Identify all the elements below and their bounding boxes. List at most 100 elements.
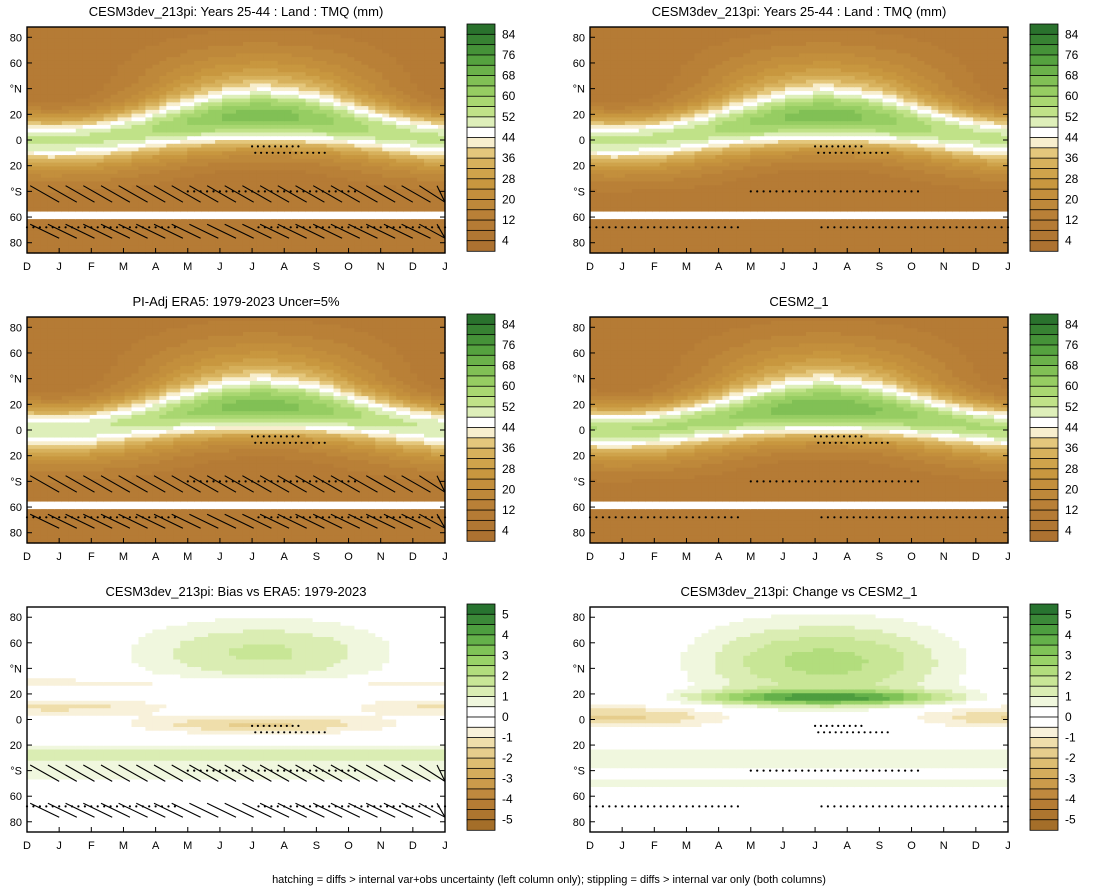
heatmap-cell <box>327 136 335 140</box>
heatmap-cell <box>681 53 689 57</box>
heatmap-cell <box>604 189 612 193</box>
heatmap-cell <box>396 95 404 99</box>
heatmap-cell <box>320 46 328 50</box>
heatmap-cell <box>701 65 709 69</box>
heatmap-cell <box>611 144 619 148</box>
heatmap-cell <box>159 42 167 46</box>
heatmap-cell <box>368 38 376 42</box>
heatmap-cell <box>667 99 675 103</box>
heatmap-cell <box>250 102 258 106</box>
heatmap-cell <box>278 197 286 201</box>
heatmap-cell <box>166 65 174 69</box>
heatmap-cell <box>299 181 307 185</box>
heatmap-cell <box>708 204 716 208</box>
heatmap-cell <box>632 155 640 159</box>
heatmap-cell <box>62 189 70 193</box>
heatmap-cell <box>701 212 709 216</box>
stipple-dot <box>65 226 67 228</box>
heatmap-cell <box>368 57 376 61</box>
heatmap-cell <box>306 57 314 61</box>
heatmap-cell <box>375 38 383 42</box>
heatmap-cell <box>653 50 661 54</box>
heatmap-cell <box>368 136 376 140</box>
heatmap-cell <box>653 144 661 148</box>
heatmap-cell <box>382 181 390 185</box>
heatmap-cell <box>327 53 335 57</box>
heatmap-cell <box>152 42 160 46</box>
heatmap-cell <box>639 208 647 212</box>
heatmap-cell <box>653 99 661 103</box>
heatmap-cell <box>111 219 119 223</box>
heatmap-cell <box>347 193 355 197</box>
heatmap-cell <box>646 129 654 133</box>
heatmap-cell <box>292 114 300 118</box>
heatmap-cell <box>688 189 696 193</box>
heatmap-cell <box>431 163 439 167</box>
heatmap-cell <box>334 125 342 129</box>
heatmap-cell <box>187 106 195 110</box>
heatmap-cell <box>285 155 293 159</box>
heatmap-cell <box>55 53 63 57</box>
heatmap-cell <box>625 95 633 99</box>
heatmap-cell <box>257 163 265 167</box>
heatmap-cell <box>138 95 146 99</box>
heatmap-cell <box>660 65 668 69</box>
heatmap-cell <box>597 230 605 234</box>
heatmap-cell <box>389 42 397 46</box>
heatmap-cell <box>299 35 307 39</box>
heatmap-cell <box>76 212 84 216</box>
heatmap-cell <box>708 95 716 99</box>
heatmap-cell <box>69 38 77 42</box>
colorbar-label: 84 <box>502 27 516 41</box>
heatmap-cell <box>76 61 84 65</box>
heatmap-cell <box>208 68 216 72</box>
heatmap-cell <box>41 155 49 159</box>
heatmap-cell <box>152 163 160 167</box>
heatmap-cell <box>104 140 112 144</box>
y-tick-label: 20 <box>10 161 22 173</box>
heatmap-cell <box>382 102 390 106</box>
heatmap-cell <box>424 159 432 163</box>
heatmap-cell <box>618 121 626 125</box>
heatmap-cell <box>292 204 300 208</box>
heatmap-cell <box>215 57 223 61</box>
heatmap-cell <box>410 144 418 148</box>
heatmap-cell <box>674 170 682 174</box>
heatmap-cell <box>264 102 272 106</box>
heatmap-cell <box>152 215 160 219</box>
heatmap-cell <box>201 65 209 69</box>
heatmap-cell <box>681 204 689 208</box>
heatmap-cell <box>688 80 696 84</box>
heatmap-cell <box>604 215 612 219</box>
heatmap-cell <box>375 46 383 50</box>
heatmap-cell <box>222 170 230 174</box>
heatmap-cell <box>138 80 146 84</box>
heatmap-cell <box>278 80 286 84</box>
heatmap-cell <box>653 212 661 216</box>
heatmap-cell <box>97 132 105 136</box>
heatmap-cell <box>41 106 49 110</box>
heatmap-cell <box>208 46 216 50</box>
heatmap-cell <box>313 148 321 152</box>
heatmap-cell <box>417 61 425 65</box>
heatmap-cell <box>48 117 56 121</box>
heatmap-cell <box>69 215 77 219</box>
heatmap-cell <box>34 35 42 39</box>
heatmap-cell <box>327 219 335 223</box>
heatmap-cell <box>375 106 383 110</box>
heatmap-cell <box>653 110 661 114</box>
heatmap-cell <box>222 242 230 246</box>
heatmap-cell <box>41 208 49 212</box>
heatmap-cell <box>236 204 244 208</box>
heatmap-cell <box>166 144 174 148</box>
heatmap-cell <box>695 151 703 155</box>
heatmap-cell <box>618 84 626 88</box>
heatmap-cell <box>653 117 661 121</box>
heatmap-cell <box>306 163 314 167</box>
heatmap-cell <box>667 102 675 106</box>
heatmap-cell <box>417 106 425 110</box>
heatmap-cell <box>715 61 723 65</box>
heatmap-cell <box>222 245 230 249</box>
heatmap-cell <box>695 181 703 185</box>
heatmap-cell <box>229 129 237 133</box>
